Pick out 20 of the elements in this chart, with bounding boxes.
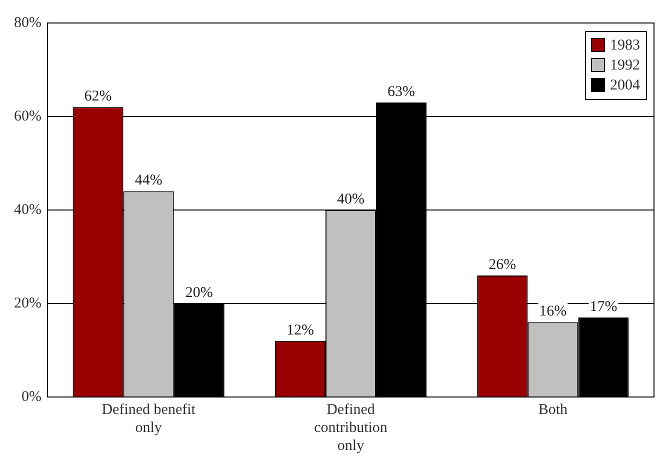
data-label: 12% [286, 322, 314, 338]
legend-label: 1992 [610, 57, 640, 74]
data-label: 17% [590, 298, 618, 315]
y-tick-label: 0% [21, 388, 42, 405]
data-label: 62% [84, 88, 112, 105]
data-label: 44% [134, 172, 162, 189]
y-tick-label: 20% [14, 295, 42, 312]
data-label: 20% [185, 284, 213, 301]
x-tick-label: Both [538, 402, 568, 418]
data-label: 16% [539, 304, 567, 320]
legend-label: 2004 [610, 77, 640, 94]
y-tick-label: 60% [14, 108, 42, 124]
y-tick-label: 80% [14, 14, 42, 31]
x-tick-label: Defined benefit only [102, 402, 196, 436]
legend-label: 1983 [610, 37, 640, 54]
data-label: 40% [337, 191, 364, 208]
x-tick-label: Defined contribution only [314, 402, 388, 454]
y-tick-label: 40% [14, 202, 42, 218]
data-label: 26% [488, 256, 516, 273]
data-label: 63% [388, 84, 416, 100]
